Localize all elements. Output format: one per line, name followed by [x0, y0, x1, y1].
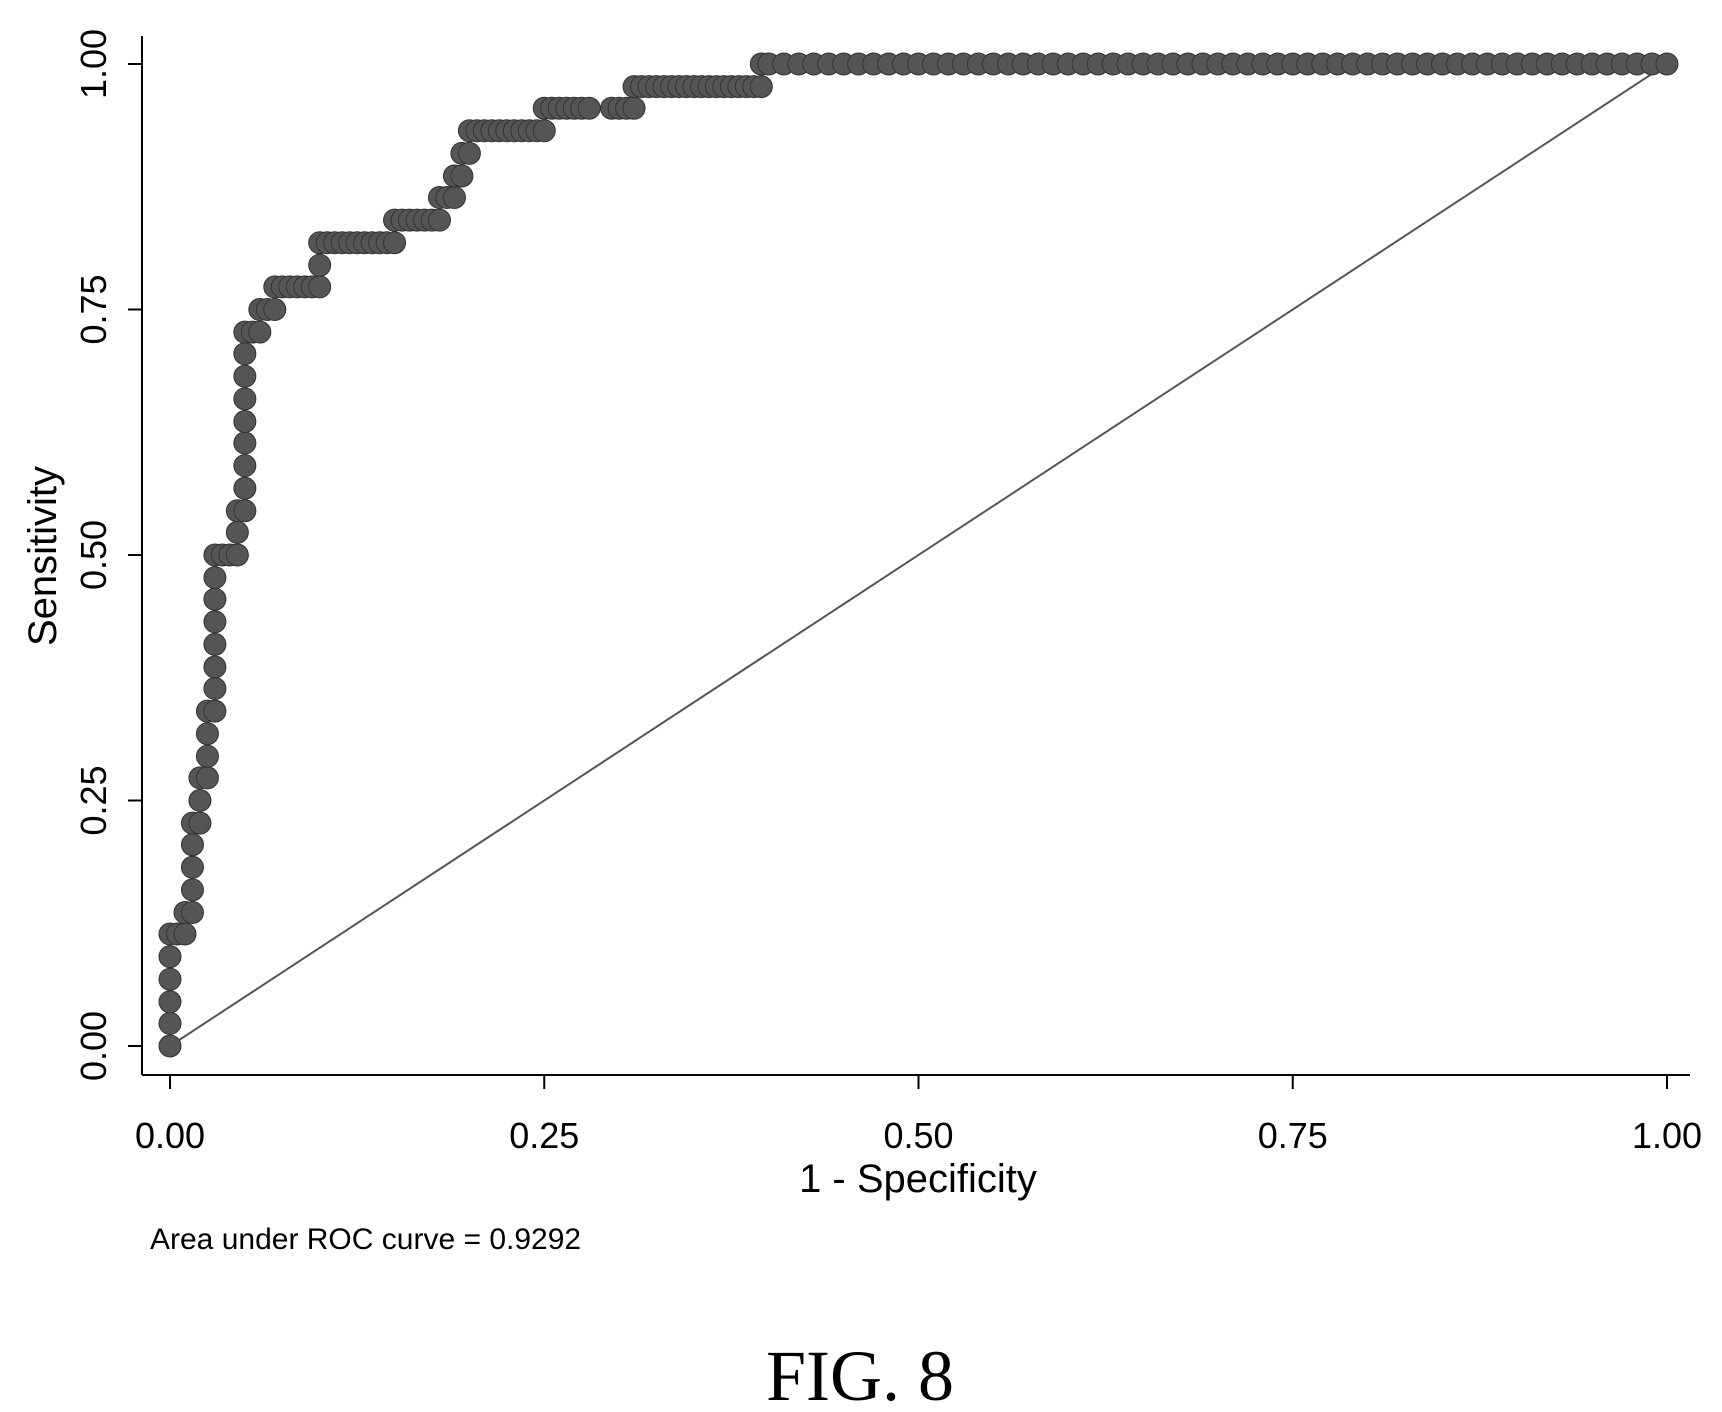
x-tick-label: 1.00: [1632, 1115, 1702, 1156]
roc-point: [188, 811, 212, 835]
roc-point: [248, 320, 272, 344]
roc-point: [233, 409, 257, 433]
roc-point: [158, 945, 182, 969]
roc-point: [158, 967, 182, 991]
roc-point: [203, 699, 227, 723]
roc-point: [1655, 52, 1679, 76]
roc-point: [180, 900, 204, 924]
reference-line-group: [169, 63, 1668, 1047]
roc-point: [233, 364, 257, 388]
roc-point: [203, 677, 227, 701]
roc-point: [195, 766, 219, 790]
roc-point: [622, 96, 646, 120]
y-axis-title: Sensitivity: [21, 466, 65, 646]
x-axis-title: 1 - Specificity: [799, 1157, 1037, 1201]
x-tick-label: 0.00: [135, 1115, 205, 1156]
x-tick-label: 0.50: [883, 1115, 953, 1156]
roc-point: [749, 75, 773, 99]
roc-point: [457, 141, 481, 165]
reference-diagonal-line: [169, 63, 1668, 1047]
roc-point: [225, 543, 249, 567]
roc-points: [158, 52, 1679, 1058]
axes: [128, 36, 1690, 1089]
roc-point: [263, 298, 287, 321]
roc-point: [233, 499, 257, 523]
roc-point: [203, 587, 227, 611]
roc-point: [180, 833, 204, 857]
y-tick-label: 0.00: [73, 1011, 114, 1081]
x-tick-label: 0.75: [1258, 1115, 1328, 1156]
roc-point: [173, 922, 197, 946]
roc-point: [203, 632, 227, 656]
roc-point: [233, 476, 257, 500]
roc-point: [233, 454, 257, 478]
roc-point: [383, 231, 407, 255]
roc-point: [195, 744, 219, 768]
y-tick-label: 1.00: [73, 29, 114, 99]
roc-point: [577, 96, 601, 120]
roc-point: [158, 1034, 182, 1058]
auc-annotation: Area under ROC curve = 0.9292: [150, 1223, 581, 1256]
roc-point: [427, 208, 451, 232]
x-tick-label: 0.25: [509, 1115, 579, 1156]
roc-point: [225, 520, 249, 544]
figure-label: FIG. 8: [766, 1336, 954, 1412]
roc-point: [233, 387, 257, 411]
roc-point: [180, 878, 204, 902]
roc-point: [308, 253, 332, 277]
roc-point: [308, 275, 332, 299]
roc-point: [442, 186, 466, 210]
roc-point: [203, 566, 227, 590]
roc-point: [158, 1011, 182, 1035]
roc-point: [203, 610, 227, 634]
roc-point: [450, 164, 474, 188]
axis-labels: 0.00 0.25 0.50 0.75 1.00 0.00 0.25 0.50 0.75 1.00: [73, 29, 1702, 1156]
y-tick-label: 0.50: [73, 520, 114, 590]
roc-point: [180, 855, 204, 879]
roc-point: [158, 990, 182, 1014]
y-tick-label: 0.75: [73, 274, 114, 344]
roc-point: [532, 119, 556, 143]
roc-point: [233, 342, 257, 366]
roc-point: [195, 722, 219, 746]
roc-point: [188, 789, 212, 812]
roc-point: [233, 431, 257, 455]
y-tick-label: 0.25: [73, 765, 114, 835]
roc-point: [203, 655, 227, 679]
